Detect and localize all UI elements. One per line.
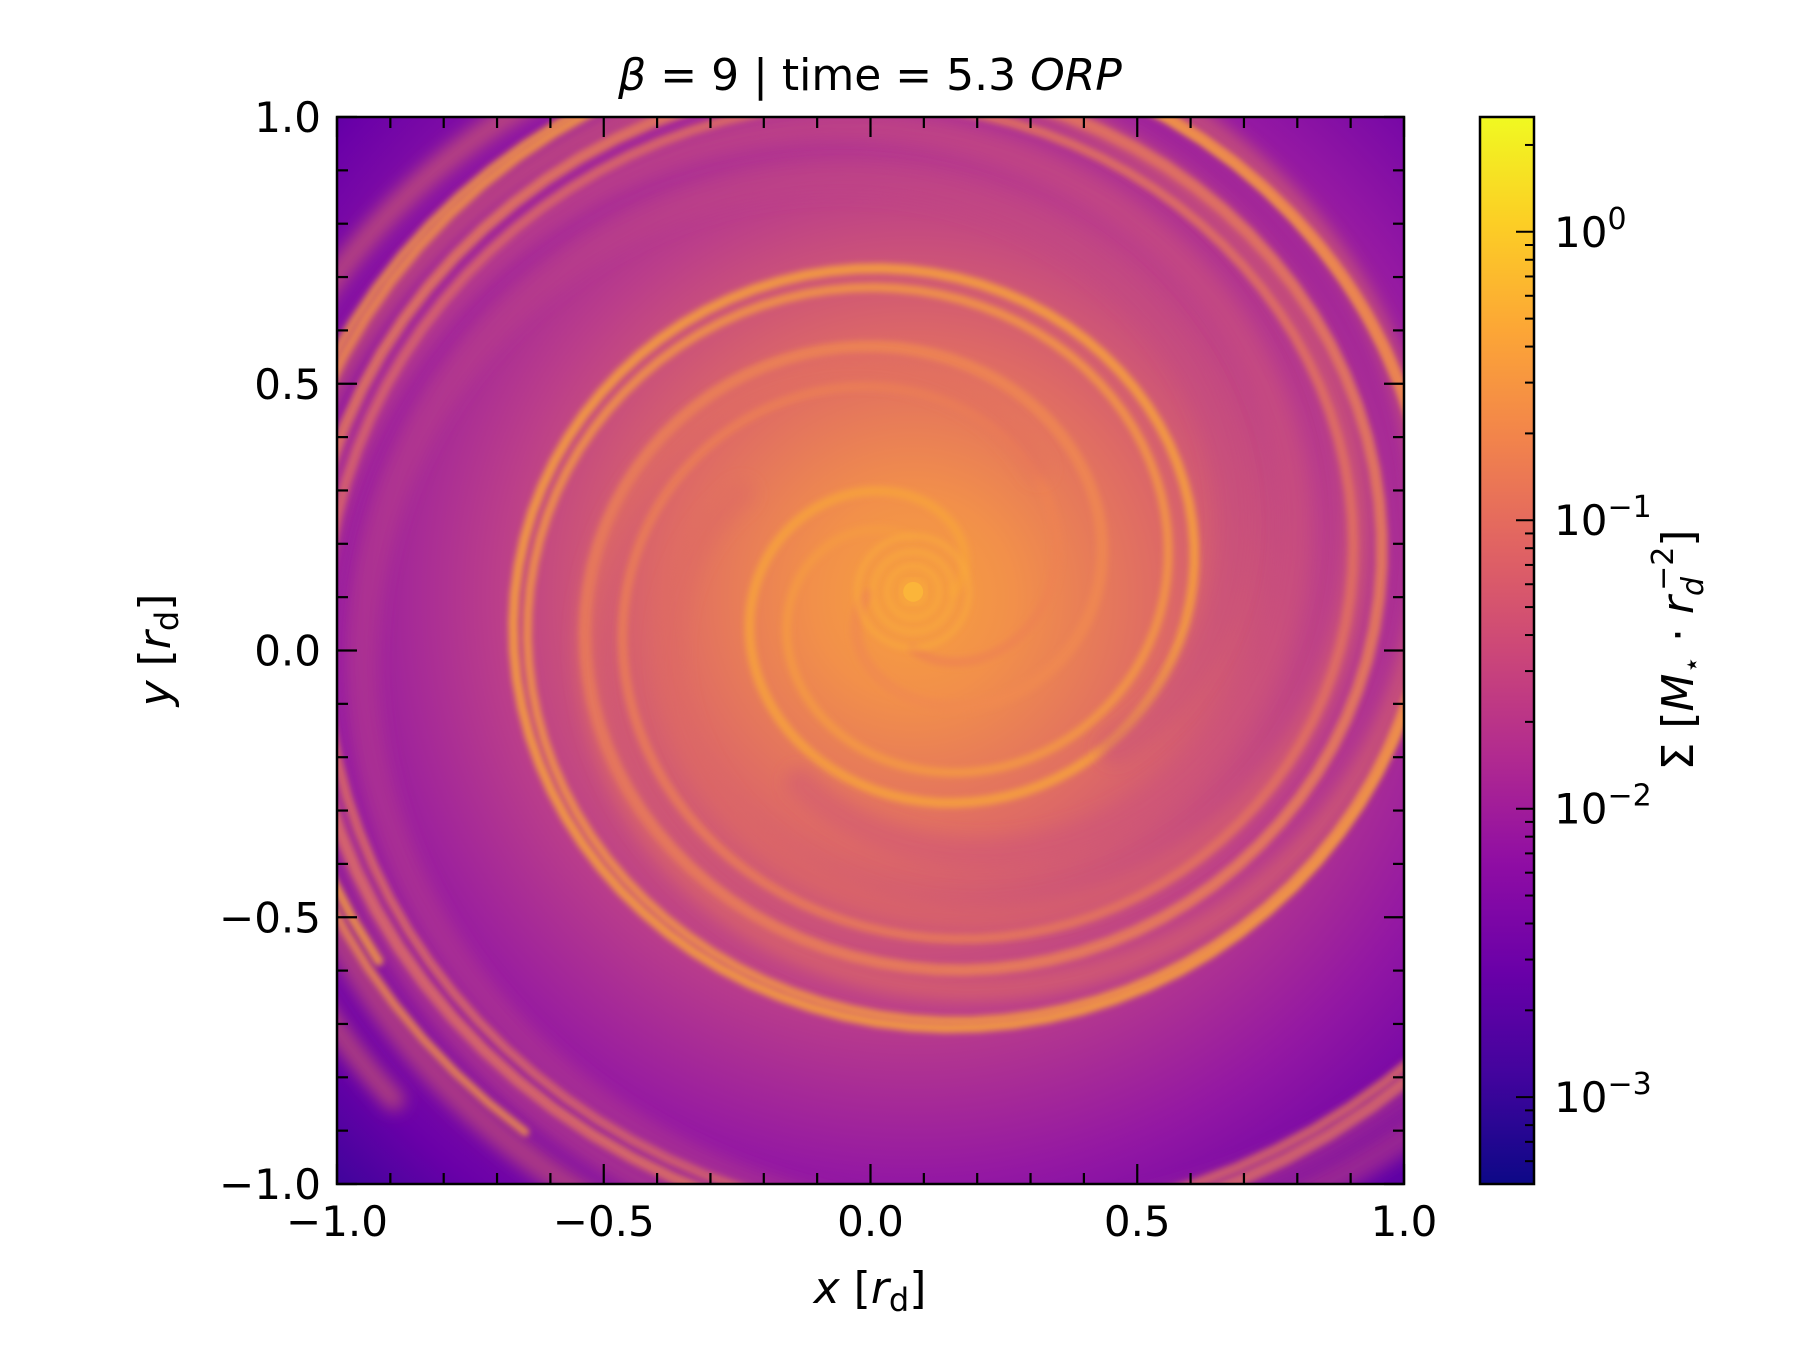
colorbar-tick-label: 10−3: [1554, 1067, 1652, 1122]
core-ring: [870, 549, 956, 635]
y-tick-label: 0.5: [254, 360, 321, 409]
colorbar-label: Σ [M⋆ · rd−2]: [1646, 530, 1711, 771]
y-tick-label: 1.0: [254, 93, 321, 142]
center-rings: [854, 533, 972, 651]
core-ring: [884, 563, 942, 621]
x-tick-label: −0.5: [553, 1197, 655, 1246]
x-tick-label: −1.0: [286, 1197, 388, 1246]
colorbar-tick-label: 100: [1554, 202, 1627, 257]
x-tick-label: 1.0: [1371, 1197, 1438, 1246]
x-axis-ticks: −1.0 −0.5 0.0 0.5 1.0: [286, 117, 1437, 1246]
spiral-arm: [337, 117, 1404, 1111]
y-tick-label: −1.0: [219, 1160, 321, 1209]
title-unit: ORP: [1030, 50, 1122, 101]
chart-title: β = 9 | time = 5.3 ORP: [617, 50, 1122, 101]
y-tick-label: 0.0: [254, 627, 321, 676]
x-axis-label: x [rd]: [812, 1263, 927, 1319]
spiral-arm: [344, 161, 1404, 1184]
spiral-arm: [337, 117, 1371, 1184]
title-beta: β: [617, 50, 646, 101]
y-axis-label: y [rd]: [130, 594, 186, 709]
core-ring: [854, 533, 972, 651]
spiral-arm: [337, 117, 1404, 1184]
heatmap-field: [337, 117, 1404, 1184]
y-axis-ticks: −1.0 −0.5 0.0 0.5 1.0: [219, 93, 1404, 1209]
x-tick-label: 0.0: [837, 1197, 904, 1246]
core-ring: [898, 577, 928, 607]
colorbar-ticks: 10−3 10−2 10−1 100: [1516, 143, 1652, 1185]
colorbar-tick-label: 10−1: [1554, 490, 1652, 545]
x-tick-label: 0.5: [1104, 1197, 1171, 1246]
core-peak: [903, 581, 924, 602]
spiral-arm: [337, 117, 1404, 1184]
spiral-arms: [337, 117, 1404, 1184]
y-tick-label: −0.5: [219, 893, 321, 942]
colorbar-tick-label: 10−2: [1554, 779, 1652, 834]
spiral-arm: [337, 117, 1404, 1137]
title-text: = 9 | time = 5.3: [646, 50, 1030, 101]
